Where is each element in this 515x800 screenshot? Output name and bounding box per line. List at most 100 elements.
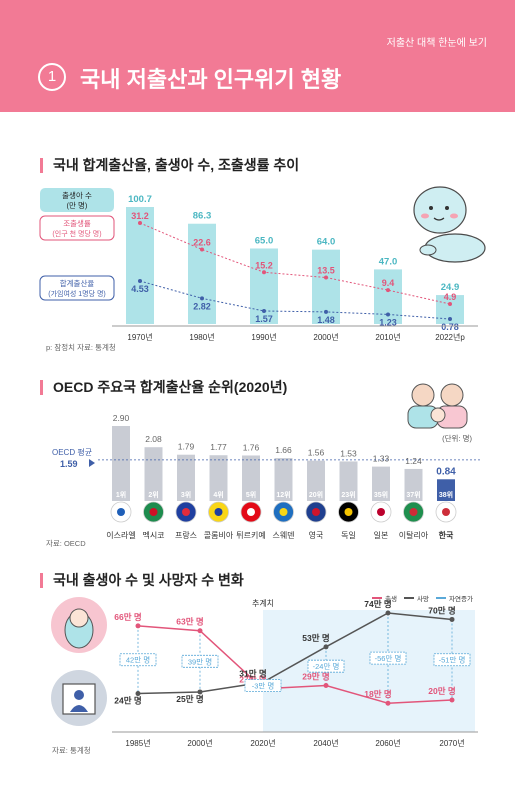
crude-rate-point: [386, 288, 390, 293]
country-label: 영국: [309, 530, 324, 540]
country-bar: [274, 458, 293, 501]
rank-label: 1위: [116, 490, 126, 499]
oecd-average-value: 1.59: [60, 459, 78, 469]
section3-source: 자료: 통계청: [52, 746, 91, 755]
rank-label: 37위: [406, 490, 420, 499]
crude-rate-label: 31.2: [131, 211, 149, 221]
crude-rate-point: [324, 275, 328, 280]
births-point: [385, 700, 391, 706]
country-label: 콜롬비아: [204, 530, 234, 540]
country-bar: [404, 468, 423, 501]
births-bar-label: 65.0: [255, 235, 274, 246]
births-point: [323, 683, 329, 688]
section1-source: p: 잠정치 자료: 통계청: [46, 343, 116, 352]
births-label: 29만 명: [302, 672, 329, 682]
x-tick-label: 1990년: [251, 332, 276, 342]
crude-rate-line: [139, 222, 451, 305]
country-label: 튀르키예: [236, 530, 265, 540]
x-tick-label: 1985년: [125, 738, 150, 748]
tfr-point: [200, 296, 204, 301]
country-bar: [437, 479, 455, 501]
section2-title: OECD 주요국 합계출산율 순위(2020년): [40, 380, 287, 395]
country-label: 일본: [374, 531, 389, 540]
country-value-label: 2.08: [145, 434, 162, 444]
country-bar: [339, 461, 358, 501]
country-value-label: 1.56: [308, 448, 325, 458]
crude-rate-label: 22.6: [193, 237, 211, 247]
x-tick-label: 2070년: [439, 738, 464, 748]
page-title: 국내 저출산과 인구위기 현황: [80, 67, 342, 92]
country-bar: [144, 447, 163, 501]
crude-rate-point: [138, 221, 142, 225]
births-bar: [188, 223, 216, 324]
country-label: 독일: [341, 531, 356, 540]
section-number: 1: [38, 63, 66, 91]
unit-label: (단위: 명): [442, 433, 472, 443]
country-label: 이스라엘: [106, 530, 135, 540]
country-flag-mark: [377, 508, 385, 516]
deaths-point: [323, 644, 329, 650]
country-label: 프랑스: [175, 530, 197, 540]
deaths-label: 74만 명: [364, 599, 391, 609]
tfr-point: [448, 317, 452, 321]
natural-label-box: [244, 679, 282, 692]
crude-rate-point: [200, 247, 204, 252]
rank-label: 35위: [374, 490, 388, 499]
country-flag-mark: [247, 508, 255, 516]
deaths-point: [135, 691, 141, 697]
births-bar-label: 24.9: [441, 282, 460, 293]
legend-births: 출생: [385, 594, 397, 603]
crude-rate-label: 4.9: [444, 292, 457, 302]
births-point: [197, 628, 203, 634]
deaths-point: [385, 610, 391, 616]
country-flag-mark: [117, 508, 125, 516]
legend-deaths: 사망: [417, 594, 429, 603]
legend-crude-line1: 조출생률: [63, 218, 91, 228]
births-bar-label: 47.0: [379, 256, 398, 267]
legend-natural: 자연증가: [449, 594, 473, 603]
rank-label: 5위: [246, 490, 256, 499]
country-flag-mark: [214, 508, 223, 516]
chart3-legend: 출생 사망 자연증가: [372, 594, 473, 603]
country-flag-mark: [409, 508, 418, 516]
rank-label: 4위: [213, 490, 223, 499]
country-bar: [307, 460, 325, 501]
crude-rate-point: [448, 302, 452, 306]
country-label: 스웨덴: [272, 530, 294, 540]
natural-label-box: [181, 654, 219, 668]
country-bar: [372, 466, 390, 501]
natural-label: -56만 명: [375, 653, 402, 663]
legend-births-line2: (만 명): [67, 200, 88, 210]
rank-label: 3위: [181, 490, 191, 499]
births-line: [137, 625, 453, 704]
country-value-label: 1.24: [405, 456, 422, 466]
family-illustration: [407, 383, 468, 429]
projection-label: 추계치: [252, 598, 274, 608]
country-value-label: 1.33: [373, 454, 390, 464]
births-label: 20만 명: [428, 686, 455, 696]
deaths-point: [197, 689, 203, 695]
deaths-label: 70만 명: [428, 605, 455, 615]
deaths-point: [449, 616, 455, 622]
deaths-label: 25만 명: [176, 694, 203, 704]
tfr-point: [324, 309, 328, 314]
x-tick-label: 2000년: [313, 332, 338, 342]
rank-label: 20위: [309, 490, 323, 499]
legend-births-line1: 출생아 수: [62, 190, 92, 200]
baby-circle-icon: [51, 597, 107, 653]
x-tick-label: 2040년: [313, 738, 338, 748]
natural-label: 39만 명: [188, 656, 212, 666]
country-flag-mark: [149, 508, 158, 516]
rank-label: 23위: [341, 490, 355, 499]
country-value-label: 1.79: [178, 442, 195, 452]
crude-rate-label: 13.5: [317, 266, 335, 276]
births-point: [135, 623, 141, 629]
deaths-label: 53만 명: [302, 633, 329, 643]
oecd-average-label: OECD 평균: [52, 447, 92, 457]
projection-area: [263, 610, 475, 732]
tfr-label: 1.57: [255, 314, 273, 324]
country-flag-mark: [312, 508, 320, 516]
natural-label-box: [369, 651, 407, 665]
